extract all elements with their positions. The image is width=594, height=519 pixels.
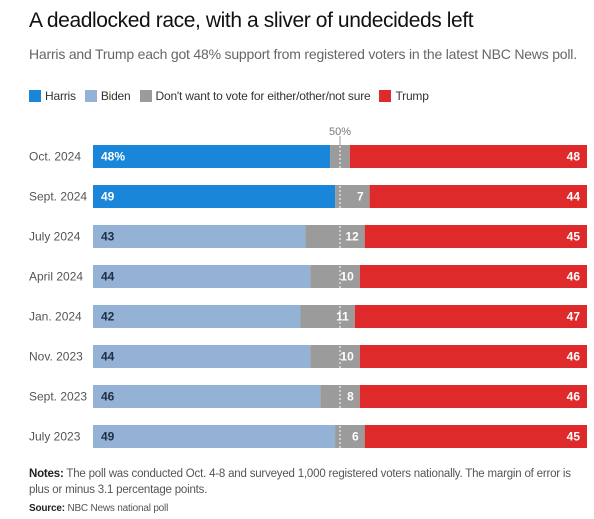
data-label: 10 (340, 270, 354, 284)
legend-item-trump: Trump (379, 89, 429, 103)
data-label: 8 (347, 390, 354, 404)
category-label: Nov. 2023 (29, 350, 83, 364)
data-label: 6 (352, 430, 359, 444)
bar-segment (349, 145, 587, 168)
legend-item-harris: Harris (29, 89, 76, 103)
category-label: Sept. 2023 (29, 390, 87, 404)
data-label: 46 (567, 350, 581, 364)
bar-segment (93, 305, 301, 328)
bar-segment (93, 185, 336, 208)
data-label: 49 (101, 190, 115, 204)
bar-segment (320, 385, 360, 408)
data-label: 46 (567, 390, 581, 404)
data-label: 44 (101, 270, 115, 284)
category-label: Oct. 2024 (29, 150, 81, 164)
data-label: 11 (336, 310, 349, 324)
data-label: 46 (567, 270, 581, 284)
category-label: Jan. 2024 (29, 310, 82, 324)
stacked-bar-chart: Oct. 2024 48% 48 Sept. 2024 49 7 44 July 2024 43… (29, 126, 587, 448)
legend-swatch-undecided (139, 90, 152, 102)
legend: Harris Biden Don't want to vote for eith… (29, 89, 438, 103)
data-label: 7 (357, 190, 364, 204)
notes-label: Notes: (29, 468, 64, 480)
notes: Notes: The poll was conducted Oct. 4-8 a… (29, 466, 577, 498)
legend-label-trump: Trump (395, 89, 429, 103)
notes-text: The poll was conducted Oct. 4-8 and surv… (29, 468, 571, 496)
bar-segment (335, 185, 370, 208)
source-label: Source: (29, 503, 65, 514)
source-text: NBC News national poll (67, 503, 169, 514)
category-label: Sept. 2024 (29, 190, 87, 204)
bar-segment (335, 425, 365, 448)
legend-label-harris: Harris (45, 89, 76, 103)
chart-title: A deadlocked race, with a sliver of unde… (29, 9, 474, 32)
data-label: 10 (340, 350, 354, 364)
bar-segment (330, 145, 350, 168)
bar-segment (364, 425, 587, 448)
data-label: 45 (567, 230, 581, 244)
bar-segment (300, 305, 355, 328)
bar-segment (93, 265, 311, 288)
bar-segment (359, 385, 587, 408)
bar-segment (359, 265, 587, 288)
bar-segment (305, 225, 365, 248)
bar-segment (93, 385, 321, 408)
data-label: 45 (567, 430, 581, 444)
data-label: 46 (101, 390, 115, 404)
bar-segment (310, 265, 360, 288)
midline-label: 50% (329, 126, 351, 138)
legend-item-undecided: Don't want to vote for either/other/not … (139, 89, 371, 103)
data-label: 12 (345, 230, 359, 244)
bar-segment (354, 305, 587, 328)
data-label: 42 (101, 310, 115, 324)
bar-segment (310, 345, 360, 368)
category-label: July 2023 (29, 430, 81, 444)
legend-label-undecided: Don't want to vote for either/other/not … (155, 89, 371, 103)
bar-segment (93, 225, 306, 248)
bar-segment (93, 145, 331, 168)
bar-segment (359, 345, 587, 368)
legend-swatch-biden (84, 90, 97, 102)
data-label: 49 (101, 430, 115, 444)
data-label: 44 (101, 350, 115, 364)
data-label: 48 (567, 150, 581, 164)
bar-segment (93, 425, 336, 448)
chart-subtitle: Harris and Trump each got 48% support fr… (29, 46, 577, 62)
category-label: July 2024 (29, 230, 81, 244)
data-label: 47 (567, 310, 581, 324)
data-label: 43 (101, 230, 115, 244)
legend-label-biden: Biden (100, 89, 131, 103)
legend-swatch-trump (379, 90, 392, 102)
legend-item-biden: Biden (84, 89, 131, 103)
source: Source: NBC News national poll (29, 503, 168, 514)
bar-segment (369, 185, 587, 208)
bar-segment (364, 225, 587, 248)
data-label: 44 (567, 190, 581, 204)
data-label: 48% (101, 150, 125, 164)
legend-swatch-harris (29, 90, 41, 102)
bar-segment (93, 345, 311, 368)
category-label: April 2024 (29, 270, 83, 284)
